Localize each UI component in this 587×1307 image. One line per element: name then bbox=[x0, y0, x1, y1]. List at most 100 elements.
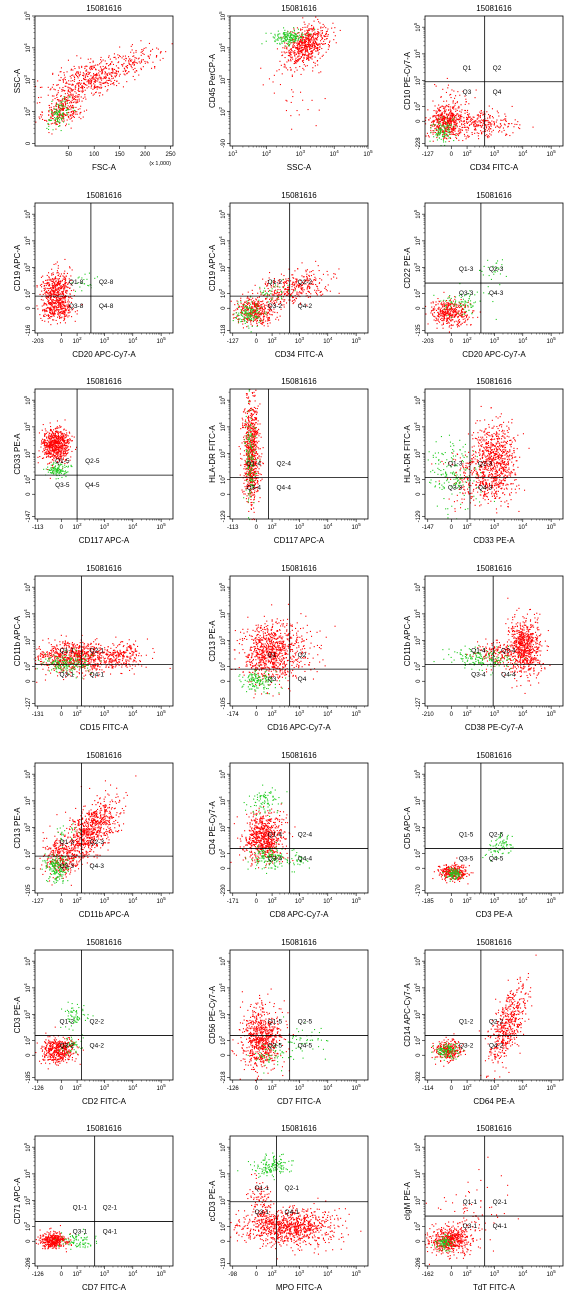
tick-label: 150 bbox=[115, 152, 126, 158]
tick-label: 0 bbox=[416, 119, 422, 123]
event-point bbox=[59, 113, 61, 115]
event-point bbox=[46, 307, 48, 309]
event-point bbox=[294, 287, 296, 289]
event-point bbox=[314, 37, 316, 39]
event-point bbox=[458, 129, 460, 131]
event-point bbox=[316, 46, 318, 49]
event-point bbox=[135, 57, 137, 59]
event-point bbox=[60, 107, 62, 110]
event-point bbox=[290, 31, 292, 33]
event-point bbox=[434, 124, 437, 126]
event-point bbox=[282, 295, 284, 297]
event-point bbox=[104, 73, 106, 75]
event-point bbox=[306, 278, 308, 280]
event-point bbox=[258, 296, 261, 298]
event-point bbox=[451, 106, 453, 108]
event-point bbox=[264, 306, 266, 308]
event-point bbox=[308, 43, 310, 45]
event-point bbox=[318, 52, 320, 54]
event-point bbox=[268, 294, 270, 296]
event-point bbox=[446, 105, 448, 107]
event-point bbox=[257, 316, 259, 318]
event-point bbox=[284, 45, 286, 47]
event-point bbox=[304, 38, 306, 41]
event-point bbox=[86, 278, 88, 280]
event-point bbox=[246, 305, 248, 307]
event-point bbox=[447, 311, 449, 313]
event-point bbox=[58, 99, 60, 101]
event-point bbox=[90, 82, 92, 85]
event-point bbox=[460, 309, 462, 311]
event-point bbox=[313, 33, 315, 35]
event-point bbox=[449, 117, 452, 119]
event-point bbox=[143, 47, 145, 49]
event-point bbox=[485, 125, 487, 127]
event-point bbox=[436, 322, 438, 324]
event-point bbox=[318, 72, 320, 74]
event-point bbox=[58, 282, 60, 284]
event-point bbox=[133, 55, 135, 57]
event-point bbox=[99, 66, 101, 68]
event-point bbox=[310, 35, 312, 37]
event-point bbox=[49, 107, 51, 109]
event-point bbox=[256, 304, 258, 306]
event-point bbox=[429, 117, 431, 119]
event-point bbox=[63, 105, 65, 107]
event-point bbox=[446, 114, 448, 116]
event-point bbox=[252, 320, 255, 322]
event-point bbox=[54, 307, 56, 309]
event-point bbox=[449, 106, 451, 108]
event-point bbox=[302, 55, 304, 57]
event-point bbox=[302, 54, 304, 56]
event-point bbox=[54, 282, 56, 284]
event-point bbox=[66, 112, 68, 114]
event-point bbox=[248, 315, 250, 317]
event-point bbox=[64, 311, 66, 313]
event-point bbox=[61, 113, 64, 115]
event-point bbox=[305, 49, 307, 51]
event-point bbox=[447, 319, 449, 321]
event-point bbox=[268, 319, 270, 321]
event-point bbox=[245, 311, 247, 313]
event-point bbox=[463, 119, 465, 122]
event-point bbox=[65, 291, 67, 293]
event-point bbox=[456, 122, 458, 125]
event-point bbox=[59, 106, 61, 108]
event-point bbox=[56, 284, 59, 286]
event-point bbox=[242, 304, 244, 306]
event-point bbox=[273, 92, 275, 94]
event-point bbox=[297, 52, 299, 54]
event-point bbox=[242, 305, 244, 307]
event-point bbox=[133, 52, 135, 54]
event-point bbox=[86, 65, 88, 67]
event-point bbox=[59, 100, 61, 102]
event-point bbox=[53, 95, 55, 97]
event-point bbox=[308, 59, 310, 61]
event-point bbox=[232, 313, 234, 315]
event-point bbox=[262, 308, 264, 310]
event-point bbox=[276, 70, 278, 72]
event-point bbox=[427, 323, 429, 325]
event-point bbox=[274, 284, 277, 286]
event-point bbox=[267, 320, 269, 322]
event-point bbox=[297, 32, 299, 34]
event-point bbox=[273, 74, 275, 76]
event-point bbox=[286, 282, 288, 284]
event-point bbox=[53, 290, 55, 292]
event-point bbox=[62, 114, 64, 117]
event-point bbox=[507, 123, 509, 125]
event-point bbox=[76, 74, 78, 76]
event-point bbox=[329, 40, 331, 42]
event-point bbox=[50, 290, 52, 292]
event-point bbox=[54, 112, 56, 114]
event-point bbox=[133, 61, 135, 63]
event-point bbox=[52, 115, 54, 117]
event-point bbox=[279, 281, 281, 283]
event-point bbox=[115, 72, 117, 74]
event-point bbox=[446, 322, 448, 324]
event-point bbox=[442, 314, 444, 316]
event-point bbox=[247, 307, 249, 309]
event-point bbox=[285, 288, 287, 290]
event-point bbox=[101, 70, 103, 72]
